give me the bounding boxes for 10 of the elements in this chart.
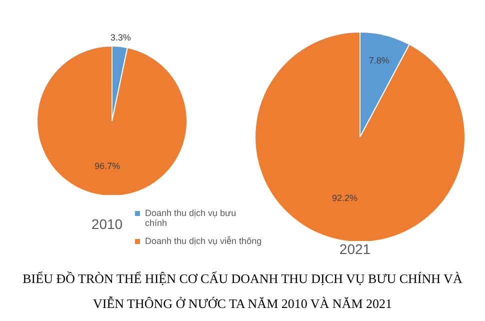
pie-slice [36, 46, 188, 195]
text: 2021 [339, 241, 371, 257]
data-label: 92.2% [332, 193, 358, 204]
data-label: 7.8% [368, 56, 390, 66]
data-label: 3.3% [110, 32, 131, 42]
text: BIỂU ĐỒ TRÒN THỂ HIỆN CƠ CẤU DOANH THU DỊCH VỤ BƯU CHÍNH VÀ VIỄN THÔNG Ở NƯỚC TA NĂM 2010 VÀ NĂM 2021 [22, 270, 464, 313]
text: 2010 [91, 216, 123, 232]
data-label: 96.7% [94, 160, 120, 171]
legend-label: Doanh thu dịch vụ viễn thông [145, 236, 262, 246]
legend-label: Doanh thu dịch vụ bưu chính [145, 208, 238, 228]
